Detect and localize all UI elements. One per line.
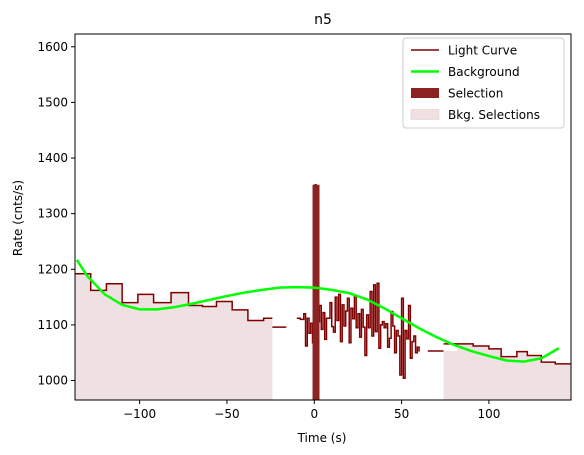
x-tick-label: 100 — [477, 407, 500, 421]
light-curve-line — [75, 272, 273, 322]
y-tick-label: 1000 — [37, 374, 68, 388]
background-line — [75, 259, 560, 363]
axes: −100 −50 0 50 100 1000 1100 1200 1300 1400 1500 160… — [37, 33, 572, 421]
x-tick-label: −50 — [214, 407, 239, 421]
x-tick-label: 0 — [310, 407, 318, 421]
y-axis-label: Rate (cnts/s) — [11, 180, 25, 256]
legend-bkg-selections: Bkg. Selections — [448, 108, 540, 122]
y-tick-label: 1200 — [37, 262, 68, 276]
x-axis-label: Time (s) — [297, 431, 347, 445]
x-tick-label: −100 — [123, 407, 156, 421]
legend: Light Curve Background Selection Bkg. Selec… — [402, 37, 565, 129]
selection-bar — [312, 184, 320, 400]
legend-selection-swatch — [411, 88, 439, 98]
plot-area — [75, 183, 571, 400]
axes-frame — [74, 33, 572, 401]
legend-bkg-selections-swatch — [410, 109, 440, 120]
legend-background: Background — [448, 65, 520, 79]
legend-light-curve: Light Curve — [448, 44, 517, 58]
legend-selection: Selection — [448, 87, 503, 101]
y-tick-label: 1100 — [37, 318, 68, 332]
chart-title: n5 — [314, 12, 332, 28]
y-tick-label: 1300 — [37, 207, 68, 221]
y-tick-label: 1400 — [37, 151, 68, 165]
y-tick-label: 1600 — [37, 40, 68, 54]
light-curve-line — [443, 343, 571, 365]
x-tick-label: 50 — [394, 407, 409, 421]
legend-box — [402, 37, 565, 129]
y-tick-label: 1500 — [37, 95, 68, 109]
